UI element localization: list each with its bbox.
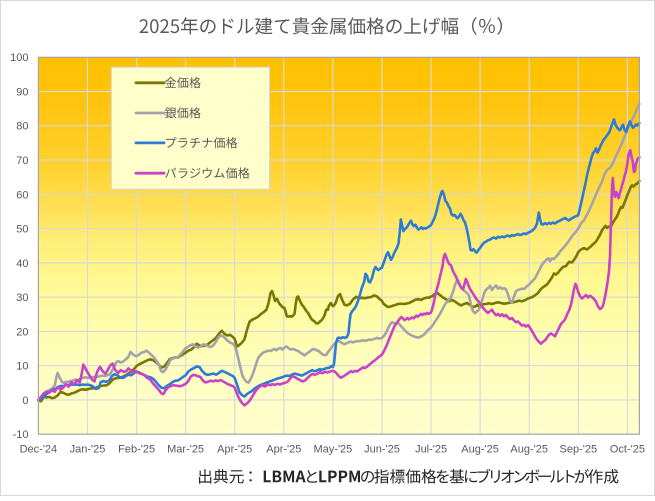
svg-text:100: 100: [10, 52, 28, 64]
svg-text:Jan-'25: Jan-'25: [70, 444, 106, 456]
svg-text:20: 20: [16, 326, 28, 338]
svg-text:Oct-'25: Oct-'25: [610, 444, 645, 456]
svg-text:Dec-'24: Dec-'24: [20, 444, 58, 456]
svg-text:May-'25: May-'25: [314, 444, 353, 456]
svg-text:10: 10: [16, 361, 28, 373]
svg-text:Jul-'25: Jul-'25: [415, 444, 447, 456]
svg-text:50: 50: [16, 224, 28, 236]
svg-text:Mar-'25: Mar-'25: [167, 444, 204, 456]
svg-text:Aug-'25: Aug-'25: [510, 444, 548, 456]
svg-text:70: 70: [16, 155, 28, 167]
svg-text:-10: -10: [13, 429, 29, 441]
svg-text:Feb-'25: Feb-'25: [118, 444, 155, 456]
svg-text:40: 40: [16, 258, 28, 270]
svg-text:80: 80: [16, 121, 28, 133]
svg-text:90: 90: [16, 87, 28, 99]
svg-text:60: 60: [16, 189, 28, 201]
svg-text:Aug-'25: Aug-'25: [461, 444, 499, 456]
svg-text:Apr-'25: Apr-'25: [266, 444, 301, 456]
svg-text:0: 0: [22, 395, 28, 407]
svg-text:Apr-'25: Apr-'25: [217, 444, 252, 456]
svg-text:Sep-'25: Sep-'25: [560, 444, 598, 456]
svg-text:Jun-'25: Jun-'25: [364, 444, 400, 456]
svg-text:30: 30: [16, 292, 28, 304]
